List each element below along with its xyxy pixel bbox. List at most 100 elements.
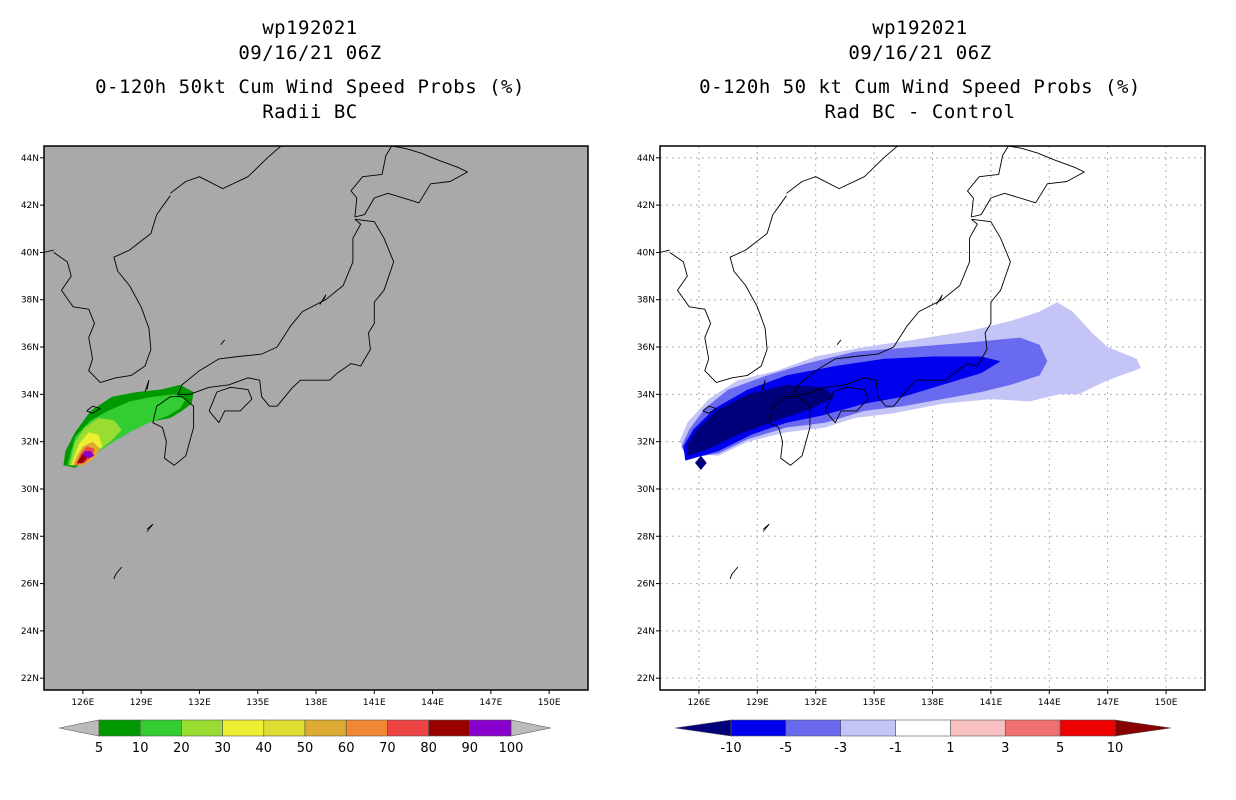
colorbar-label: -3 xyxy=(834,741,847,756)
x-tick-label: 144E xyxy=(1038,698,1061,708)
coastline-tsushima xyxy=(144,379,150,393)
y-tick-label: 30N xyxy=(21,485,39,495)
colorbar-label: 5 xyxy=(1056,741,1064,756)
x-tick-label: 147E xyxy=(479,698,502,708)
x-tick-label: 135E xyxy=(246,698,269,708)
coastline-kyushu xyxy=(152,396,195,466)
right-subtitle: Rad BC - Control xyxy=(824,101,1016,124)
colorbar-label: 30 xyxy=(214,741,231,756)
coastline-ryukyu1 xyxy=(729,566,739,579)
coastline-korea xyxy=(669,195,787,383)
left-subtitle: Radii BC xyxy=(262,101,358,124)
y-tick-label: 24N xyxy=(21,627,39,637)
y-tick-label: 36N xyxy=(21,343,39,353)
y-tick-label: 36N xyxy=(637,343,655,353)
colorbar-label: 1 xyxy=(946,741,954,756)
x-tick-label: 150E xyxy=(1155,698,1178,708)
prob-contour--10 xyxy=(687,384,836,456)
coastline-kyushu xyxy=(768,396,811,466)
x-tick-label: 147E xyxy=(1096,698,1119,708)
coastline-shikoku xyxy=(208,386,253,424)
colorbar-label: 3 xyxy=(1001,741,1009,756)
right-storm-id: wp192021 xyxy=(872,17,968,39)
coastline-sado xyxy=(936,294,943,305)
colorbar-swatch xyxy=(1059,719,1116,737)
colorbar-label: 20 xyxy=(173,741,190,756)
y-tick-label: 26N xyxy=(637,580,655,590)
coastline-honshu xyxy=(793,218,1011,407)
y-tick-label: 34N xyxy=(21,390,39,400)
prob-contour--10 xyxy=(695,455,707,470)
x-tick-label: 141E xyxy=(363,698,386,708)
x-tick-label: 126E xyxy=(687,698,710,708)
colorbar-label: 50 xyxy=(297,741,314,756)
x-tick-label: 150E xyxy=(538,698,561,708)
right-product-title: 0-120h 50 kt Cum Wind Speed Probs (%) xyxy=(699,76,1141,99)
y-tick-label: 34N xyxy=(637,390,655,400)
colorbar-label: 90 xyxy=(462,741,479,756)
left-datetime: 09/16/21 06Z xyxy=(238,41,382,64)
coastline-korea xyxy=(53,195,171,383)
colorbar-extend-low xyxy=(674,719,732,737)
colorbar-swatch xyxy=(1004,719,1061,737)
colorbar-label: 10 xyxy=(1107,741,1124,756)
coastline-ryukyu2 xyxy=(762,523,770,532)
coastline-jeju xyxy=(86,405,101,414)
right-datetime: 09/16/21 06Z xyxy=(848,41,992,64)
coastline-oki xyxy=(220,339,226,345)
coastline-oki xyxy=(836,339,842,345)
x-tick-label: 141E xyxy=(979,698,1002,708)
y-tick-label: 28N xyxy=(21,532,39,542)
colorbar-label: -5 xyxy=(779,741,792,756)
x-tick-label: 132E xyxy=(188,698,211,708)
x-tick-label: 138E xyxy=(921,698,944,708)
colorbar-label: 80 xyxy=(420,741,437,756)
right-panel-title: wp192021 09/16/21 06Z 0-120h 50 kt Cum W… xyxy=(620,16,1220,125)
y-tick-label: 40N xyxy=(637,248,655,258)
x-tick-label: 129E xyxy=(130,698,153,708)
prob-contour--5 xyxy=(683,356,1001,461)
colorbar-swatch xyxy=(950,719,1006,737)
colorbar-label: 60 xyxy=(338,741,355,756)
coastline-ryukyu2 xyxy=(146,523,154,532)
y-tick-label: 38N xyxy=(21,296,39,306)
y-tick-label: 30N xyxy=(637,485,655,495)
y-tick-label: 32N xyxy=(21,438,39,448)
left-product-title: 0-120h 50kt Cum Wind Speed Probs (%) xyxy=(95,76,525,99)
coastline-hokkaido xyxy=(350,146,468,218)
colorbar-label: 70 xyxy=(379,741,396,756)
coastline-sakhalin xyxy=(1008,146,1009,147)
y-tick-label: 32N xyxy=(637,438,655,448)
y-tick-label: 42N xyxy=(637,201,655,211)
y-tick-label: 22N xyxy=(637,674,655,684)
coastline-russia xyxy=(170,146,282,194)
x-tick-label: 126E xyxy=(71,698,94,708)
map-plot-area xyxy=(660,146,1205,690)
colorbar-label: -1 xyxy=(889,741,902,756)
left-storm-id: wp192021 xyxy=(262,17,358,39)
y-tick-label: 42N xyxy=(21,201,39,211)
coastline-hokkaido xyxy=(967,146,1085,218)
coastline-shikoku xyxy=(824,386,869,424)
colorbar: 5 10 20 30 40 50 60 70 80 90 100 xyxy=(58,719,552,756)
y-tick-label: 44N xyxy=(21,154,39,164)
coastline-tsushima xyxy=(760,379,766,393)
colorbar-swatch xyxy=(895,719,951,737)
colorbar-label: 40 xyxy=(256,741,273,756)
colorbar-label: 10 xyxy=(132,741,149,756)
y-tick-label: 44N xyxy=(637,154,655,164)
colorbar-swatch xyxy=(730,719,787,737)
x-tick-label: 135E xyxy=(863,698,886,708)
y-tick-label: 24N xyxy=(637,627,655,637)
coastline-honshu xyxy=(177,218,395,407)
colorbar-label: -10 xyxy=(720,741,741,756)
x-tick-label: 129E xyxy=(746,698,769,708)
y-tick-label: 38N xyxy=(637,296,655,306)
prob-contour-90 xyxy=(82,451,95,459)
colorbar-label: 5 xyxy=(95,741,103,756)
colorbar-swatch xyxy=(840,719,896,737)
y-tick-label: 28N xyxy=(637,532,655,542)
x-tick-label: 144E xyxy=(421,698,444,708)
coastline-ryukyu1 xyxy=(113,566,123,579)
